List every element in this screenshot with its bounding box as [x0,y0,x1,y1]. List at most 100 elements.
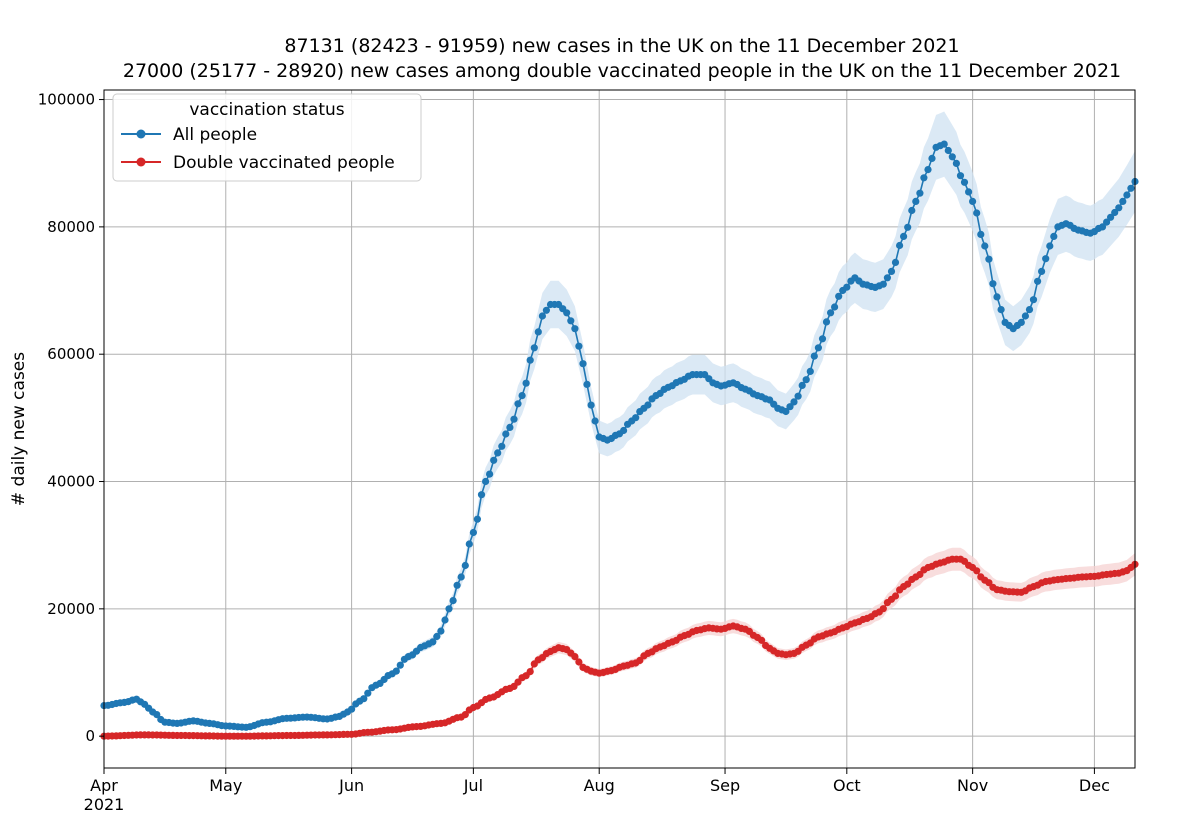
y-axis-label: # daily new cases [9,352,29,506]
data-point-all-people [916,189,924,197]
data-point-all-people [502,430,510,438]
legend-label-all-people: All people [173,125,257,145]
data-point-all-people [786,403,794,411]
x-tick-label: May [209,776,242,795]
x-tick-label: Sep [710,776,740,795]
y-tick-label: 60000 [47,345,95,363]
data-point-all-people [563,309,571,317]
data-point-all-people [360,695,368,703]
data-point-all-people [973,209,981,217]
data-point-all-people [437,627,445,635]
data-point-all-people [1107,213,1115,221]
data-point-double-vaccinated-people [891,592,900,600]
data-point-all-people [985,255,993,263]
data-point-all-people [887,267,896,275]
data-point-all-people [989,280,997,288]
data-point-all-people [1025,306,1034,314]
data-point-all-people [1021,312,1029,320]
confidence-band-all-people [104,111,1135,730]
data-point-all-people [924,166,932,174]
data-point-all-people [798,381,806,389]
data-point-all-people [449,597,457,605]
data-point-all-people [952,159,961,167]
data-point-all-people [348,705,356,713]
data-point-all-people [494,449,502,457]
data-point-all-people [879,280,887,288]
data-point-all-people [591,417,599,425]
legend-title: vaccination status [189,100,344,120]
series-points [100,140,1139,740]
data-point-all-people [1119,197,1127,205]
data-point-all-people [482,477,490,486]
data-point-all-people [944,146,952,155]
x-tick-label: Dec [1079,776,1110,795]
data-point-all-people [802,376,810,384]
y-tick-label: 20000 [47,600,95,618]
y-axis-ticks: 0 20000 40000 60000 80000 100000 [38,91,104,745]
data-point-all-people [814,344,823,352]
data-point-all-people [469,528,477,537]
data-point-all-people [956,172,965,180]
data-point-all-people [810,352,818,360]
data-point-all-people [891,258,900,266]
confidence-bands [104,111,1135,739]
data-point-all-people [920,174,928,182]
plot-area [100,89,1139,769]
data-point-all-people [969,197,977,205]
data-point-all-people [429,638,437,646]
data-point-all-people [453,581,461,589]
data-point-all-people [579,360,587,368]
data-point-all-people [960,178,969,186]
x-tick-label: Nov [957,776,988,795]
chart-title-line-1: 87131 (82423 - 91959) new cases in the U… [284,35,959,57]
data-point-all-people [1038,267,1046,275]
y-tick-label: 0 [85,727,95,745]
data-point-all-people [477,491,486,499]
legend-marker-double-vaccinated [136,157,146,167]
data-point-all-people [364,689,372,697]
x-tick-label: Apr [90,776,118,795]
data-point-all-people [632,414,640,422]
data-point-all-people [486,470,494,478]
data-point-all-people [1127,184,1135,192]
data-point-double-vaccinated-people [526,668,534,676]
data-point-all-people [534,328,542,336]
data-point-all-people [1103,218,1111,226]
data-point-all-people [538,312,547,320]
data-point-all-people [473,515,481,523]
data-point-all-people [567,317,575,325]
data-point-all-people [822,318,831,326]
data-point-all-people [522,379,530,387]
chart-title-line-2: 27000 (25177 - 28920) new cases among do… [123,60,1121,82]
y-tick-label: 40000 [47,473,95,491]
x-tick-label: Jul [463,776,483,795]
data-point-all-people [465,540,473,548]
data-point-all-people [1115,204,1123,212]
data-point-all-people [1017,318,1025,326]
data-point-all-people [433,632,441,641]
data-point-all-people [583,380,591,388]
data-point-double-vaccinated-people [973,567,981,575]
data-point-all-people [490,456,498,464]
y-tick-label: 100000 [38,91,95,109]
data-point-all-people [153,711,161,719]
x-axis-ticks: Apr May Jun Jul Aug Sep Oct Nov Dec [90,768,1110,795]
data-point-all-people [904,223,912,231]
data-point-all-people [782,407,790,416]
data-point-all-people [575,342,583,350]
data-point-all-people [392,667,400,675]
data-point-all-people [1123,191,1131,199]
data-point-all-people [900,232,908,240]
data-point-all-people [806,367,814,375]
data-point-all-people [940,140,948,148]
y-tick-label: 80000 [47,218,95,236]
data-point-all-people [818,335,827,343]
data-point-all-people [981,242,989,250]
x-tick-label: Aug [584,776,615,795]
data-point-all-people [827,309,835,317]
data-point-all-people [993,293,1001,301]
data-point-all-people [1042,255,1050,263]
data-point-all-people [794,392,802,400]
x-axis-year-label: 2021 [84,795,125,814]
